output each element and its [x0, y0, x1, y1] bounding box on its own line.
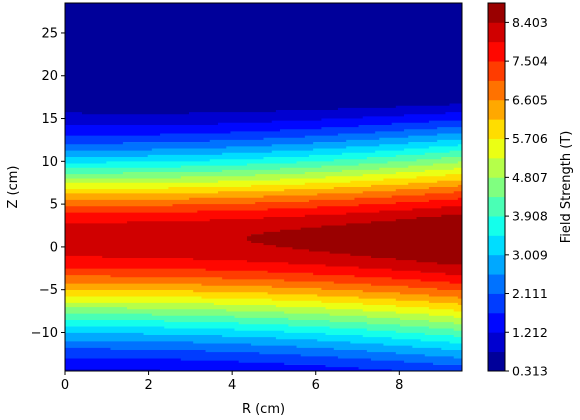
y-tick-label: 15 — [41, 112, 58, 127]
plot-area — [65, 3, 463, 372]
contour-level-15 — [65, 191, 463, 291]
colorbar-segment — [488, 216, 505, 236]
x-tick-label: 2 — [144, 378, 152, 393]
x-tick-label: 0 — [61, 378, 69, 393]
contour-level-8 — [65, 150, 463, 338]
y-tick-label: 10 — [41, 155, 58, 170]
contour-level-16 — [65, 197, 463, 284]
colorbar-tick-label: 1.212 — [512, 325, 548, 340]
y-tick-label: −10 — [31, 326, 58, 341]
y-tick-label: 5 — [50, 198, 58, 213]
x-axis-label: R (cm) — [242, 402, 285, 417]
colorbar-label: Field Strength (T) — [559, 131, 574, 244]
y-axis: −10 −5 0 5 10 15 20 25 — [31, 26, 65, 341]
colorbar-segment — [488, 138, 505, 159]
colorbar-tick-label: 2.111 — [512, 286, 548, 301]
colorbar-tick-label: 4.807 — [512, 170, 548, 185]
x-tick-label: 6 — [312, 378, 320, 393]
colorbar-segment — [488, 80, 505, 101]
colorbar-segment — [488, 61, 505, 81]
y-tick-label: 20 — [41, 69, 58, 84]
colorbar-tick-label: 5.706 — [512, 131, 548, 146]
colorbar-segment — [488, 41, 505, 62]
y-tick-label: 25 — [41, 26, 58, 41]
colorbar-segment — [488, 177, 505, 198]
colorbar-segment — [488, 351, 505, 372]
colorbar-segment — [488, 22, 505, 43]
colorbar-tick-label: 7.504 — [512, 54, 548, 69]
colorbar-segment — [488, 293, 505, 314]
contour-level-7 — [65, 144, 463, 344]
contour-level-9 — [65, 157, 463, 331]
x-tick-label: 8 — [395, 378, 403, 393]
colorbar-tick-label: 3.009 — [512, 247, 548, 262]
colorbar-frame — [487, 2, 506, 372]
colorbar-segment — [488, 3, 505, 23]
colorbar-tick-label: 8.403 — [512, 15, 548, 30]
colorbar-segment — [488, 99, 505, 120]
colorbar-segment — [488, 157, 505, 178]
colorbar-tick-label: 0.313 — [512, 364, 548, 379]
colorbar-tick-label: 3.908 — [512, 209, 548, 224]
contour-level-11 — [65, 167, 463, 318]
colorbar-segment — [488, 235, 505, 256]
colorbar-segment — [488, 254, 505, 275]
colorbar-segment — [488, 312, 505, 333]
x-axis: 0 2 4 6 8 — [61, 371, 403, 393]
colorbar-segment — [488, 274, 505, 294]
plot-frame — [64, 2, 463, 372]
contour-level-5 — [65, 133, 463, 359]
x-tick-label: 4 — [228, 378, 236, 393]
y-tick-label: 0 — [50, 240, 58, 255]
contour-level-0 — [65, 3, 463, 115]
y-tick-label: −5 — [39, 283, 58, 298]
contour-level-18 — [246, 214, 463, 265]
contour-level-6 — [65, 139, 463, 350]
colorbar — [488, 3, 505, 372]
colorbar-segment — [488, 332, 505, 353]
colorbar-segment — [488, 196, 505, 217]
colorbar-tick-label: 6.605 — [512, 92, 548, 107]
colorbar-ticks: 0.313 1.212 2.111 3.009 3.908 4.807 5.706 6.605… — [505, 15, 548, 379]
colorbar-segment — [488, 119, 505, 139]
y-axis-label: Z (cm) — [6, 166, 21, 209]
